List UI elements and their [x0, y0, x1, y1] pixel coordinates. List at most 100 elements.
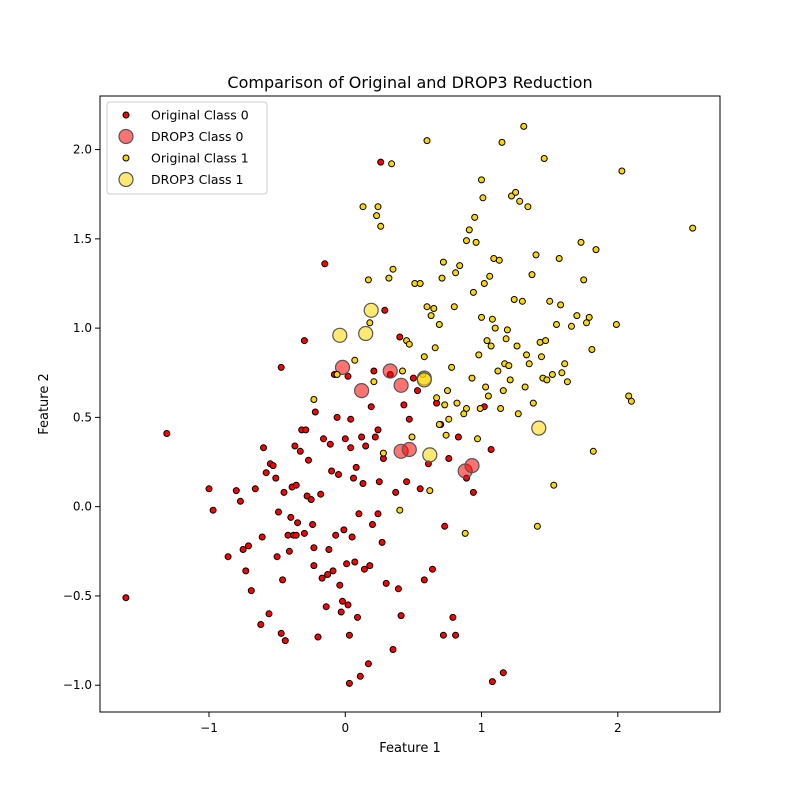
data-point: [433, 394, 441, 402]
data-point: [314, 633, 322, 641]
data-point: [472, 238, 480, 246]
data-point: [362, 442, 370, 450]
data-point: [486, 272, 494, 280]
data-point: [498, 138, 506, 146]
data-point: [499, 387, 507, 395]
data-point: [310, 544, 318, 552]
data-point: [337, 608, 345, 616]
data-point: [265, 610, 273, 618]
y-axis: −1.0 −0.5 0.0 0.5 1.0 1.5 2.0: [63, 143, 100, 692]
data-point: [422, 447, 438, 463]
data-point: [277, 363, 285, 371]
data-point: [388, 160, 396, 168]
data-point: [469, 288, 477, 296]
data-point: [420, 576, 428, 584]
data-point: [367, 403, 375, 411]
data-point: [209, 506, 217, 514]
data-point: [309, 521, 317, 528]
x-tick-label: −1: [200, 721, 218, 735]
data-point: [618, 167, 626, 175]
data-point: [394, 585, 402, 593]
data-point: [525, 360, 533, 368]
data-point: [531, 420, 547, 436]
data-point: [258, 533, 266, 541]
data-point: [247, 587, 255, 595]
data-point: [441, 401, 449, 409]
data-point: [557, 301, 565, 309]
data-point: [332, 327, 348, 343]
data-point: [344, 372, 352, 380]
data-point: [516, 197, 524, 205]
data-point: [307, 496, 315, 503]
data-point: [435, 421, 443, 428]
data-point: [377, 222, 385, 230]
data-point: [239, 546, 247, 553]
data-point: [251, 485, 259, 493]
data-point: [358, 325, 374, 342]
data-point: [382, 363, 398, 379]
data-point: [334, 359, 351, 375]
legend-label: DROP3 Class 1: [151, 172, 243, 187]
data-point: [205, 485, 213, 493]
data-point: [262, 469, 270, 477]
data-point: [363, 302, 379, 318]
data-point: [429, 565, 436, 573]
data-point: [452, 269, 460, 277]
data-point: [487, 342, 495, 350]
data-point: [474, 435, 481, 443]
data-point: [378, 538, 386, 546]
data-point: [532, 251, 540, 259]
data-point: [478, 176, 485, 184]
data-point: [558, 369, 566, 377]
data-point: [356, 672, 364, 680]
data-point: [403, 478, 411, 486]
data-point: [343, 560, 351, 568]
data-point: [392, 488, 400, 496]
data-point: [460, 410, 468, 418]
data-point: [370, 367, 378, 375]
data-point: [302, 426, 310, 434]
data-point: [483, 337, 491, 345]
data-point: [463, 237, 470, 245]
data-point: [450, 303, 458, 311]
data-point: [409, 374, 417, 382]
data-point: [236, 497, 244, 505]
data-point: [360, 565, 368, 573]
data-point: [336, 581, 344, 589]
data-point: [476, 405, 484, 412]
x-axis: −1 0 1 2: [200, 712, 622, 735]
data-point: [461, 529, 469, 537]
data-point: [369, 521, 376, 528]
data-point: [448, 363, 456, 371]
legend-label: Original Class 1: [151, 151, 249, 166]
data-point: [399, 367, 406, 375]
data-point: [442, 431, 450, 439]
data-point: [585, 313, 593, 321]
data-point: [389, 646, 397, 653]
data-point: [379, 449, 387, 457]
data-point: [505, 362, 513, 370]
data-point: [431, 344, 439, 352]
data-point: [475, 351, 483, 359]
legend: Original Class 0 DROP3 Class 0 Original Cl…: [106, 101, 268, 195]
data-point: [482, 383, 490, 391]
data-point: [310, 562, 318, 570]
data-point: [469, 488, 477, 496]
data-point: [445, 415, 453, 423]
data-point: [464, 458, 480, 474]
data-point: [488, 315, 496, 323]
data-point: [344, 601, 352, 609]
data-point: [374, 426, 382, 434]
data-point: [514, 410, 522, 418]
data-point: [506, 376, 514, 384]
data-point: [279, 576, 287, 584]
x-axis-label: Feature 1: [379, 741, 441, 756]
data-point: [503, 326, 511, 334]
data-point: [340, 526, 348, 534]
data-point: [370, 378, 378, 386]
data-point: [285, 547, 293, 555]
data-point: [325, 546, 333, 553]
data-point: [689, 224, 697, 232]
data-point: [427, 312, 435, 320]
data-point: [423, 303, 431, 311]
